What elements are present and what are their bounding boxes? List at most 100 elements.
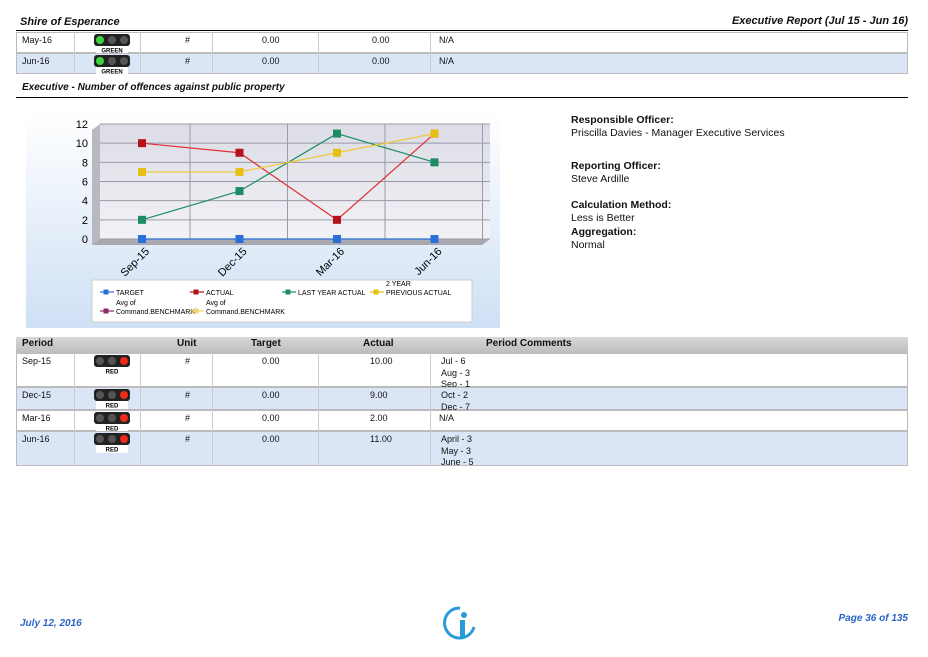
traffic-light: RED [94,389,130,409]
comment: Sep - 1 [441,379,471,389]
period: Mar-16 [22,413,51,423]
period: Jun-16 [22,56,50,66]
light-label: RED [106,448,119,454]
target: 0.00 [262,390,280,400]
traffic-light: GREEN [94,34,130,54]
col-sep [212,353,213,387]
point [235,187,244,196]
side-wall [92,124,100,245]
col-sep [140,410,141,431]
col-sep [74,32,75,53]
footer-date: July 12, 2016 [20,618,82,629]
legend-swatch [193,308,199,314]
light-label: RED [106,404,119,410]
col-sep [212,410,213,431]
legend-swatch [103,308,109,314]
legend-label: LAST YEAR ACTUAL [298,290,366,297]
row [16,431,908,466]
col-sep [74,431,75,466]
actual: 9.00 [370,390,388,400]
column-header: Period [22,338,54,349]
col-sep [430,410,431,431]
comment: Dec - 7 [441,401,471,412]
col-sep [140,53,141,74]
y-tick-label: 2 [82,215,88,227]
logo [443,606,476,640]
col-sep [212,53,213,74]
col-sep [318,431,319,466]
comment: N/A [439,35,455,45]
col-sep [318,387,319,410]
point [333,235,341,243]
point [333,129,341,138]
comment: Oct - 2 [441,390,469,400]
col-sep [74,353,75,387]
officer-label: Reporting Officer: [571,160,661,172]
table-header [16,337,908,353]
y-tick-label: 0 [82,234,88,246]
actual: 11.00 [370,434,392,444]
point [235,235,244,243]
period: May-16 [22,35,53,45]
comment: Aug - 3 [441,367,471,378]
target: 0.00 [262,434,280,444]
col-sep [74,387,75,410]
officer-value: Less is Better [571,212,635,224]
officer-value: Normal [571,239,605,251]
unit: # [185,434,191,444]
col-sep [74,410,75,431]
actual: 2.00 [370,413,388,423]
y-tick-label: 10 [76,138,88,150]
actual: 0.00 [372,35,390,45]
target: 0.00 [262,56,280,66]
rule [16,97,908,98]
period: Jun-16 [22,434,50,444]
col-sep [430,353,431,387]
point [235,148,244,157]
row [16,387,908,410]
point [430,235,439,243]
unit: # [185,390,191,400]
actual: 0.00 [372,56,390,66]
point [235,167,244,176]
report-title: Executive Report (Jul 15 - Jun 16) [731,15,908,27]
col-sep [140,32,141,53]
col-sep [74,53,75,74]
target: 0.00 [262,35,280,45]
light-label: GREEN [101,70,122,76]
legend-box [91,279,473,323]
traffic-light: RED [94,433,130,453]
point [138,235,146,243]
point [430,158,439,167]
target: 0.00 [262,356,280,366]
officer-value: Priscilla Davies - Manager Executive Ser… [571,127,785,139]
row [16,32,908,53]
point [138,139,146,148]
legend-label: ACTUAL [206,290,234,297]
col-sep [430,53,431,74]
column-header: Unit [177,338,197,349]
legend-swatch [285,289,291,295]
officer-value: Steve Ardille [571,173,630,185]
legend-label: 2 YEAR PREVIOUS ACTUAL [386,281,451,297]
comment: May - 3 [441,445,472,456]
period: Dec-15 [22,390,52,400]
legend-label: Avg of Command.BENCHMARK [116,300,195,316]
row [16,53,908,74]
y-tick-label: 12 [76,119,88,131]
col-sep [318,32,319,53]
y-tick-label: 4 [82,196,88,208]
col-sep [318,410,319,431]
period: Sep-15 [22,356,52,366]
column-header: Period Comments [486,338,572,349]
comment: N/A [439,56,455,66]
col-sep [430,387,431,410]
floor [92,239,490,245]
point [138,215,146,224]
section-title: Executive - Number of offences against p… [22,82,285,93]
rule [16,30,908,31]
col-sep [212,387,213,410]
legend-label: Avg of Command.BENCHMARK [206,300,285,316]
target: 0.00 [262,413,280,423]
comment: N/A [439,413,455,423]
